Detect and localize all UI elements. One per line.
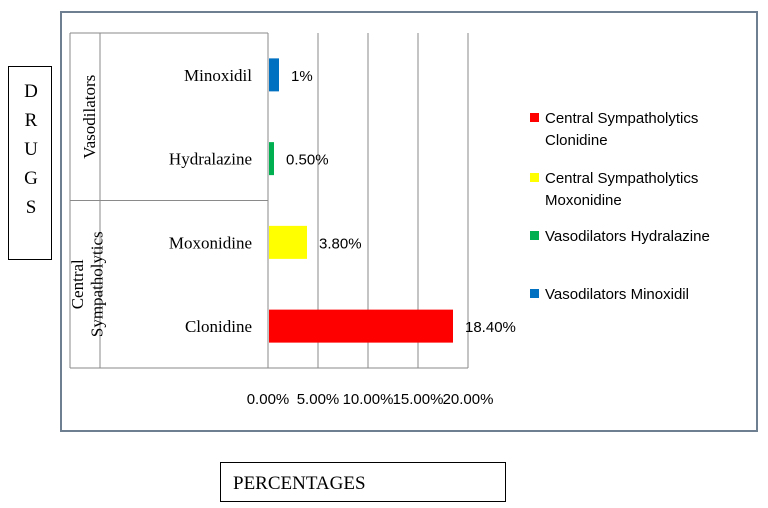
y-axis-title-letter: G [24,168,38,189]
x-tick-label: 5.00% [297,391,340,408]
legend-swatch [530,173,539,182]
legend-label: Vasodilators Hydralazine [545,228,710,245]
bar-moxonidine [269,225,307,259]
bar-clonidine [269,309,453,343]
data-label: 3.80% [319,235,362,252]
x-axis-title: PERCENTAGES [233,473,366,494]
x-tick-label: 10.00% [343,391,394,408]
legend-swatch [530,289,539,298]
x-axis-title-box: PERCENTAGES [220,462,506,502]
legend-label: Central Sympatholytics [545,110,698,127]
category-label: Clonidine [185,317,252,336]
category-label: Moxonidine [169,233,252,252]
data-label: 0.50% [286,152,329,169]
bar-chart: ClonidineMoxonidineHydralazineMinoxidil … [68,32,710,408]
data-label: 1% [291,68,313,85]
legend-swatch [530,113,539,122]
y-axis-title-letter: U [24,139,38,160]
x-tick-label: 0.00% [247,391,290,408]
x-tick-label: 15.00% [393,391,444,408]
y-axis-title-letter: D [24,81,38,102]
chart-frame: Clonidine Moxonidine Hydralazine Minoxidil … [60,11,758,432]
y-axis-title-letter: R [24,110,38,131]
group-label: CentralSympatholytics [68,231,107,337]
legend-label: Central Sympatholytics [545,170,698,187]
legend-label-line2: Moxonidine [545,192,622,209]
group-label: Vasodilators [80,75,99,159]
legend-label-line2: Clonidine [545,132,608,149]
legend-label: Vasodilators Minoxidil [545,286,689,303]
y-axis-title-letter: S [25,197,37,218]
data-label: 18.40% [465,319,516,336]
bar-minoxidil [269,58,279,92]
x-tick-label: 20.00% [443,391,494,408]
bar-hydralazine [269,142,274,176]
legend-swatch [530,231,539,240]
category-label: Minoxidil [184,66,252,85]
category-label: Hydralazine [169,150,252,169]
